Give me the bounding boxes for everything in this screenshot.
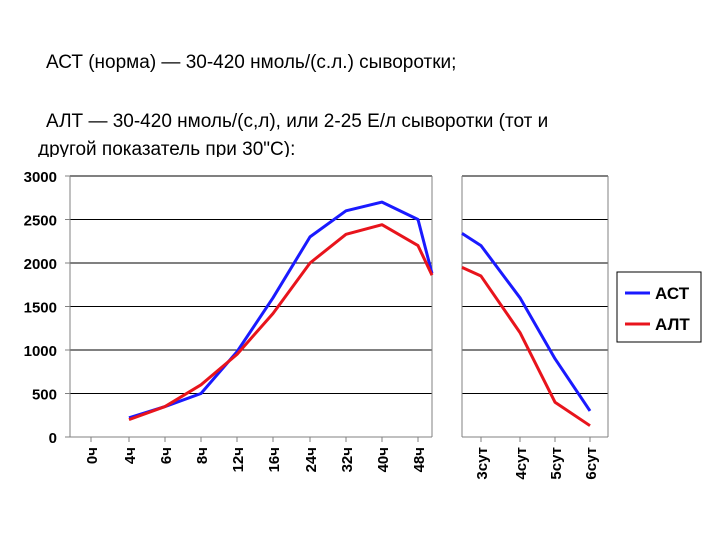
series-lines xyxy=(128,200,592,427)
x-tick-label: 3сут xyxy=(474,447,491,480)
gridlines xyxy=(70,175,608,394)
x-tick-label: 24ч xyxy=(303,447,320,472)
x-tick-label: 40ч xyxy=(375,447,392,472)
norm-line-alt-continued: другой показатель при 30"С): xyxy=(38,139,296,157)
y-tick-label: 2500 xyxy=(24,213,57,230)
legend-label: АЛТ xyxy=(655,315,690,334)
y-tick-label: 1500 xyxy=(24,300,57,317)
x-tick-label: 16ч xyxy=(266,447,283,472)
legend: АСТ АЛТ xyxy=(616,271,702,343)
series-line-1-right xyxy=(461,265,591,427)
y-tick-label: 500 xyxy=(32,387,57,404)
x-tick-label: 4ч xyxy=(122,447,139,464)
x-tick-labels: 0ч 4ч 6ч 8ч 12ч 16ч 24ч 32ч 40ч 48ч 3сут 4сут 5сут 6с… xyxy=(84,447,600,480)
x-tick-label: 4сут xyxy=(513,447,530,480)
y-tick-label: 2000 xyxy=(24,256,57,273)
legend-box xyxy=(616,271,702,343)
x-tick-label: 48ч xyxy=(411,447,428,472)
x-tick-label: 0ч xyxy=(84,447,101,464)
series-line-0-right xyxy=(461,232,592,412)
x-tick-label: 5сут xyxy=(548,447,565,480)
x-tick-label: 12ч xyxy=(230,447,247,472)
x-tick-label: 6ч xyxy=(158,447,175,464)
y-tick-label: 3000 xyxy=(24,169,57,186)
y-tick-label: 1000 xyxy=(24,343,57,360)
axes xyxy=(65,175,609,442)
x-tick-label: 6сут xyxy=(583,447,600,480)
x-tick-label: 8ч xyxy=(194,447,211,464)
series-line-0-left xyxy=(128,200,434,420)
legend-label: АСТ xyxy=(655,284,690,303)
y-tick-labels: 0 500 1000 1500 2000 2500 3000 xyxy=(24,169,57,447)
y-tick-label: 0 xyxy=(49,430,57,447)
norm-line-ast: АСТ (норма) — 30-420 нмоль/(с.л.) сыворо… xyxy=(46,52,457,73)
series-line-1-left xyxy=(128,223,434,422)
norm-line-alt: АЛТ — 30-420 нмоль/(с,л), или 2-25 Е/л с… xyxy=(46,111,549,132)
x-tick-label: 32ч xyxy=(339,447,356,472)
